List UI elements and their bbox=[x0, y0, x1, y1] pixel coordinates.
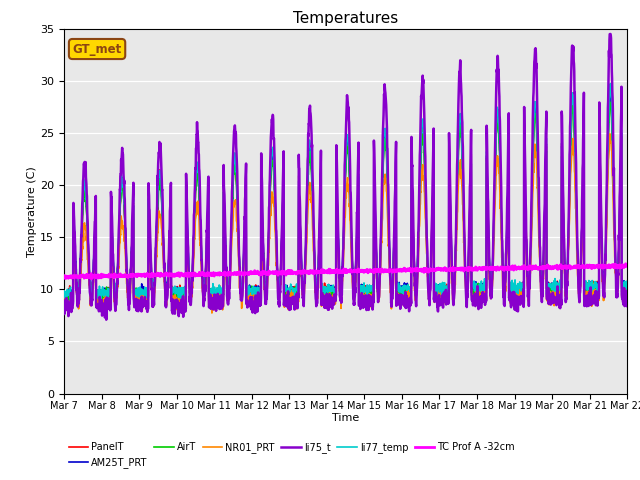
TC Prof A -32cm bbox=[509, 265, 517, 271]
li77_temp bbox=[607, 81, 614, 86]
TC Prof A -32cm bbox=[622, 261, 630, 266]
TC Prof A -32cm bbox=[88, 276, 95, 282]
li77_temp bbox=[509, 284, 517, 290]
li75_t bbox=[589, 295, 597, 301]
PanelT bbox=[60, 291, 68, 297]
AM25T_PRT bbox=[218, 293, 225, 299]
li77_temp bbox=[589, 283, 597, 289]
PanelT bbox=[140, 300, 147, 305]
li77_temp bbox=[574, 251, 582, 256]
li75_t bbox=[362, 297, 370, 303]
AM25T_PRT bbox=[374, 287, 382, 292]
NR01_PRT bbox=[60, 303, 68, 309]
TC Prof A -32cm bbox=[574, 264, 582, 270]
PanelT bbox=[574, 258, 582, 264]
AirT bbox=[374, 287, 382, 293]
li75_t bbox=[374, 297, 382, 302]
PanelT bbox=[509, 290, 517, 296]
AM25T_PRT bbox=[101, 299, 109, 304]
AirT bbox=[132, 303, 140, 309]
AM25T_PRT bbox=[574, 256, 582, 262]
li77_temp bbox=[218, 288, 225, 294]
PanelT bbox=[623, 283, 631, 289]
NR01_PRT bbox=[218, 292, 225, 298]
li75_t bbox=[509, 297, 517, 302]
Y-axis label: Temperature (C): Temperature (C) bbox=[28, 166, 37, 257]
PanelT bbox=[607, 85, 614, 91]
Line: li77_temp: li77_temp bbox=[64, 84, 627, 300]
Text: GT_met: GT_met bbox=[72, 43, 122, 56]
AirT bbox=[362, 287, 370, 293]
Line: li75_t: li75_t bbox=[64, 34, 627, 320]
NR01_PRT bbox=[623, 298, 631, 303]
Line: TC Prof A -32cm: TC Prof A -32cm bbox=[64, 264, 627, 279]
Line: AirT: AirT bbox=[64, 103, 627, 306]
NR01_PRT bbox=[374, 288, 382, 294]
NR01_PRT bbox=[509, 300, 517, 306]
AM25T_PRT bbox=[362, 287, 370, 293]
TC Prof A -32cm bbox=[362, 267, 370, 273]
AM25T_PRT bbox=[60, 291, 68, 297]
AM25T_PRT bbox=[623, 282, 631, 288]
NR01_PRT bbox=[606, 131, 614, 137]
TC Prof A -32cm bbox=[60, 275, 68, 281]
AirT bbox=[574, 251, 582, 256]
Line: PanelT: PanelT bbox=[64, 88, 627, 302]
li75_t bbox=[102, 317, 110, 323]
AirT bbox=[60, 289, 68, 295]
li77_temp bbox=[362, 287, 370, 292]
li77_temp bbox=[60, 290, 68, 296]
NR01_PRT bbox=[589, 294, 597, 300]
li77_temp bbox=[374, 282, 382, 288]
li75_t bbox=[574, 249, 582, 255]
li75_t bbox=[60, 300, 68, 306]
li77_temp bbox=[623, 281, 631, 287]
li75_t bbox=[623, 303, 631, 309]
AirT bbox=[607, 100, 614, 106]
TC Prof A -32cm bbox=[623, 263, 631, 268]
Line: AM25T_PRT: AM25T_PRT bbox=[64, 89, 627, 301]
NR01_PRT bbox=[574, 272, 582, 278]
PanelT bbox=[218, 295, 225, 301]
li75_t bbox=[218, 299, 225, 305]
AirT bbox=[218, 294, 225, 300]
AM25T_PRT bbox=[607, 86, 614, 92]
AirT bbox=[623, 289, 631, 295]
AM25T_PRT bbox=[589, 289, 597, 295]
Legend: PanelT, AM25T_PRT, AirT, NR01_PRT, li75_t, li77_temp, TC Prof A -32cm: PanelT, AM25T_PRT, AirT, NR01_PRT, li75_… bbox=[69, 442, 515, 468]
PanelT bbox=[374, 283, 382, 289]
PanelT bbox=[362, 292, 370, 298]
TC Prof A -32cm bbox=[218, 271, 225, 276]
NR01_PRT bbox=[208, 310, 216, 316]
PanelT bbox=[589, 289, 597, 295]
li77_temp bbox=[212, 297, 220, 303]
Title: Temperatures: Temperatures bbox=[293, 11, 398, 26]
li75_t bbox=[606, 31, 614, 37]
X-axis label: Time: Time bbox=[332, 413, 359, 422]
TC Prof A -32cm bbox=[589, 263, 597, 269]
TC Prof A -32cm bbox=[374, 268, 382, 274]
AirT bbox=[589, 292, 597, 298]
AM25T_PRT bbox=[509, 288, 517, 294]
NR01_PRT bbox=[362, 288, 370, 294]
AirT bbox=[509, 296, 517, 301]
Line: NR01_PRT: NR01_PRT bbox=[64, 134, 627, 313]
